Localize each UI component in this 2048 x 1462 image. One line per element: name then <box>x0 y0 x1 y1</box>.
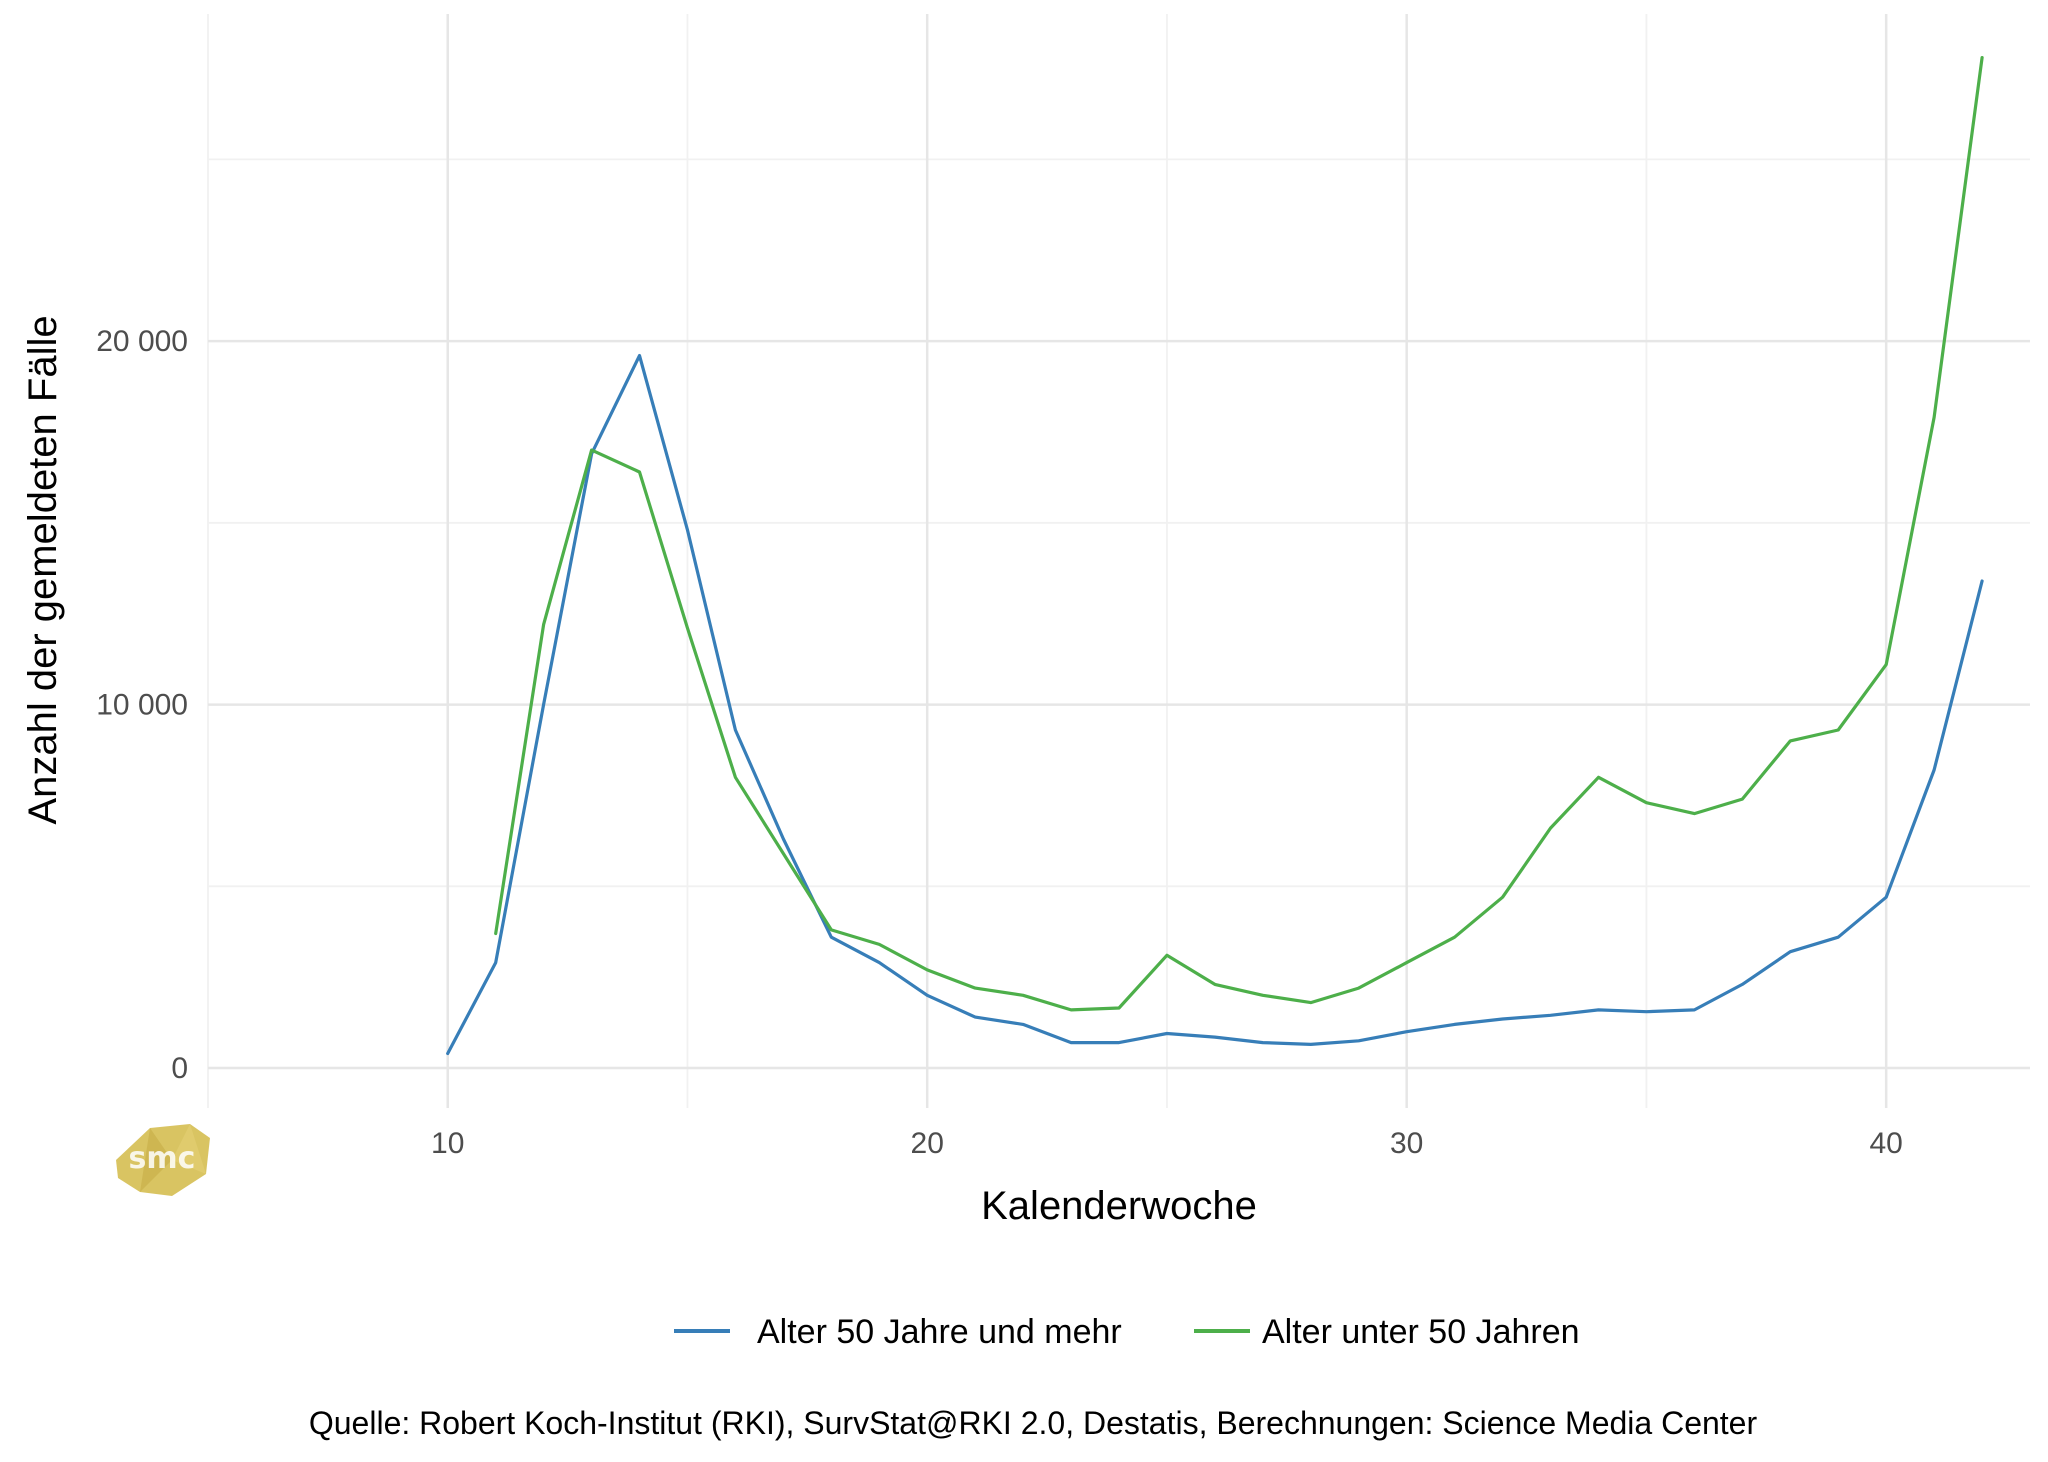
smc-logo-text: smc <box>129 1141 196 1176</box>
legend-label-50-plus: Alter 50 Jahre und mehr <box>757 1313 1122 1351</box>
x-tick-label: 40 <box>1869 1127 1902 1160</box>
x-axis-title: Kalenderwoche <box>981 1184 1257 1228</box>
x-tick-label: 30 <box>1390 1127 1423 1160</box>
x-tick-label: 20 <box>911 1127 944 1160</box>
series-line-under-50 <box>494 55 1984 1012</box>
y-tick-label: 20 000 <box>96 325 188 358</box>
y-tick-labels: 0 10 000 20 000 <box>96 325 188 1085</box>
smc-logo: smc <box>116 1124 210 1196</box>
y-axis-title: Anzahl der gemeldeten Fälle <box>21 315 65 824</box>
legend: Alter 50 Jahre und mehr Alter unter 50 J… <box>674 1313 1580 1351</box>
series-lines <box>446 55 1984 1056</box>
legend-label-under-50: Alter unter 50 Jahren <box>1262 1313 1580 1351</box>
y-tick-label: 0 <box>171 1052 188 1085</box>
minor-gridlines <box>207 14 2030 1108</box>
x-tick-labels: 10 20 30 40 <box>431 1127 1903 1160</box>
x-tick-label: 10 <box>431 1127 464 1160</box>
major-gridlines <box>208 14 2030 1108</box>
caption: Quelle: Robert Koch-Institut (RKI), Surv… <box>309 1405 1758 1441</box>
y-tick-label: 10 000 <box>96 689 188 722</box>
series-line-50-plus <box>446 354 1984 1056</box>
